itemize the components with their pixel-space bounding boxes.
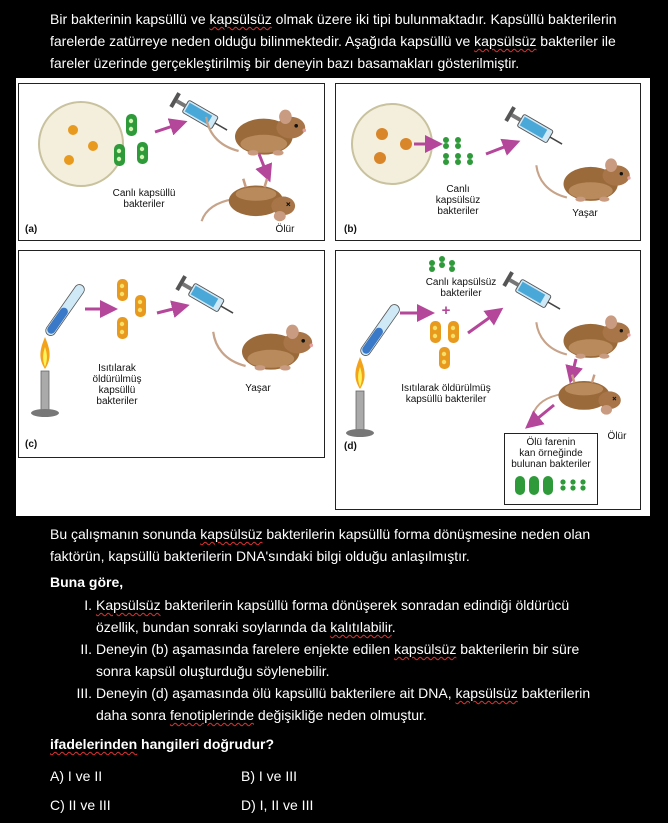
- petri-dish-icon: [351, 103, 433, 185]
- arrow-icon: [485, 138, 521, 156]
- dead-mouse-icon: [531, 373, 622, 416]
- petri-dish-icon: [38, 101, 124, 187]
- statement-list: I. Kapsülsüz bakterilerin kapsüllü forma…: [70, 594, 650, 726]
- panel-c-outcome: Yaşar: [245, 383, 271, 394]
- dead-capsule-bacteria-icon: [430, 321, 459, 369]
- option-a[interactable]: A) I ve II: [50, 768, 103, 784]
- syringe-icon: [168, 91, 232, 138]
- mouse-icon: [205, 108, 308, 157]
- arrow-icon: [255, 153, 273, 183]
- mouse-icon: [535, 157, 632, 203]
- intro-line-1: Bir bakterinin kapsüllü ve kapsülsüz olm…: [50, 11, 617, 27]
- arrow-icon: [467, 307, 504, 335]
- arrow-icon: [525, 403, 555, 429]
- arrow-icon: [565, 358, 583, 384]
- panel-a: Canlı kapsüllü bakteriler Ölür (a): [18, 83, 325, 241]
- panel-b: Canlı kapsülsüz bakteriler Yaşar (b): [335, 83, 641, 241]
- blood-sample-label: Ölü farenin kan örneğinde bulunan bakter…: [511, 437, 591, 470]
- panel-d-live-label: Canlı kapsülsüz bakteriler: [425, 277, 497, 299]
- panel-d-plus: +: [441, 302, 451, 319]
- test-tube-icon: [45, 284, 85, 336]
- question-text: ifadelerinden hangileri doğrudur?: [50, 736, 275, 752]
- panel-b-outcome: Yaşar: [572, 208, 598, 219]
- uncapsulated-bacteria-icon: [429, 256, 455, 272]
- bunsen-burner-icon: [345, 356, 375, 438]
- panel-d-outcome: Ölür: [607, 431, 627, 442]
- intro-paragraph: Bir bakterinin kapsüllü ve kapsülsüz olm…: [50, 8, 650, 74]
- panel-a-letter: (a): [25, 224, 38, 235]
- syringe-icon: [503, 105, 567, 152]
- result-paragraph: Bu çalışmanın sonunda kapsülsüz bakteril…: [50, 523, 650, 567]
- mixed-bacteria-icon: [515, 476, 586, 495]
- panel-d: Canlı kapsülsüz bakteriler + Isıtılarak …: [335, 250, 641, 510]
- blood-sample-box: Ölü farenin kan örneğinde bulunan bakter…: [504, 433, 598, 505]
- panel-b-letter: (b): [344, 224, 357, 235]
- panel-a-bacteria-label: Canlı kapsüllü bakteriler: [112, 188, 176, 210]
- statement-3: III. Deneyin (d) aşamasında ölü kapsüllü…: [76, 685, 591, 723]
- dead-mouse-icon: [200, 177, 297, 223]
- buna-gore-heading: Buna göre,: [50, 574, 124, 590]
- experiment-figure: Canlı kapsüllü bakteriler Ölür (a): [16, 78, 650, 516]
- bunsen-burner-icon: [30, 336, 60, 418]
- intro-line-2: farelerde zatürreye neden olduğu bilinme…: [50, 33, 616, 49]
- mouse-icon: [212, 323, 315, 372]
- result-line-2: faktörün, kapsüllü bakterilerin DNA'sınd…: [50, 548, 470, 564]
- test-tube-icon: [360, 304, 400, 356]
- statement-1: I. Kapsülsüz bakterilerin kapsüllü forma…: [84, 597, 570, 635]
- panel-a-outcome: Ölür: [275, 224, 295, 235]
- arrow-icon: [156, 300, 190, 318]
- option-d[interactable]: D) I, II ve III: [241, 797, 314, 813]
- option-c[interactable]: C) II ve III: [50, 797, 111, 813]
- statement-2: II. Deneyin (b) aşamasında farelere enje…: [80, 641, 580, 679]
- panel-b-bacteria-label: Canlı kapsülsüz bakteriler: [435, 184, 481, 217]
- syringe-icon: [501, 270, 565, 317]
- panel-c: Isıtılarak öldürülmüş kapsüllü bakterile…: [18, 250, 325, 458]
- panel-c-bacteria-label: Isıtılarak öldürülmüş kapsüllü bakterile…: [92, 363, 142, 407]
- syringe-icon: [174, 274, 238, 321]
- panel-d-letter: (d): [344, 441, 357, 452]
- result-line-1: Bu çalışmanın sonunda kapsülsüz bakteril…: [50, 526, 591, 542]
- capsule-green-bacteria-icon: [114, 114, 148, 166]
- dead-capsule-bacteria-icon: [117, 279, 146, 339]
- panel-d-dead-label: Isıtılarak öldürülmüş kapsüllü bakterile…: [401, 383, 491, 405]
- intro-line-3: fareler üzerinde gerçekleştirilmiş bir d…: [50, 55, 520, 71]
- mouse-icon: [535, 314, 632, 360]
- panel-c-letter: (c): [25, 439, 38, 450]
- uncapsulated-bacteria-icon: [443, 137, 473, 165]
- arrow-icon: [154, 118, 188, 136]
- option-b[interactable]: B) I ve III: [241, 768, 298, 784]
